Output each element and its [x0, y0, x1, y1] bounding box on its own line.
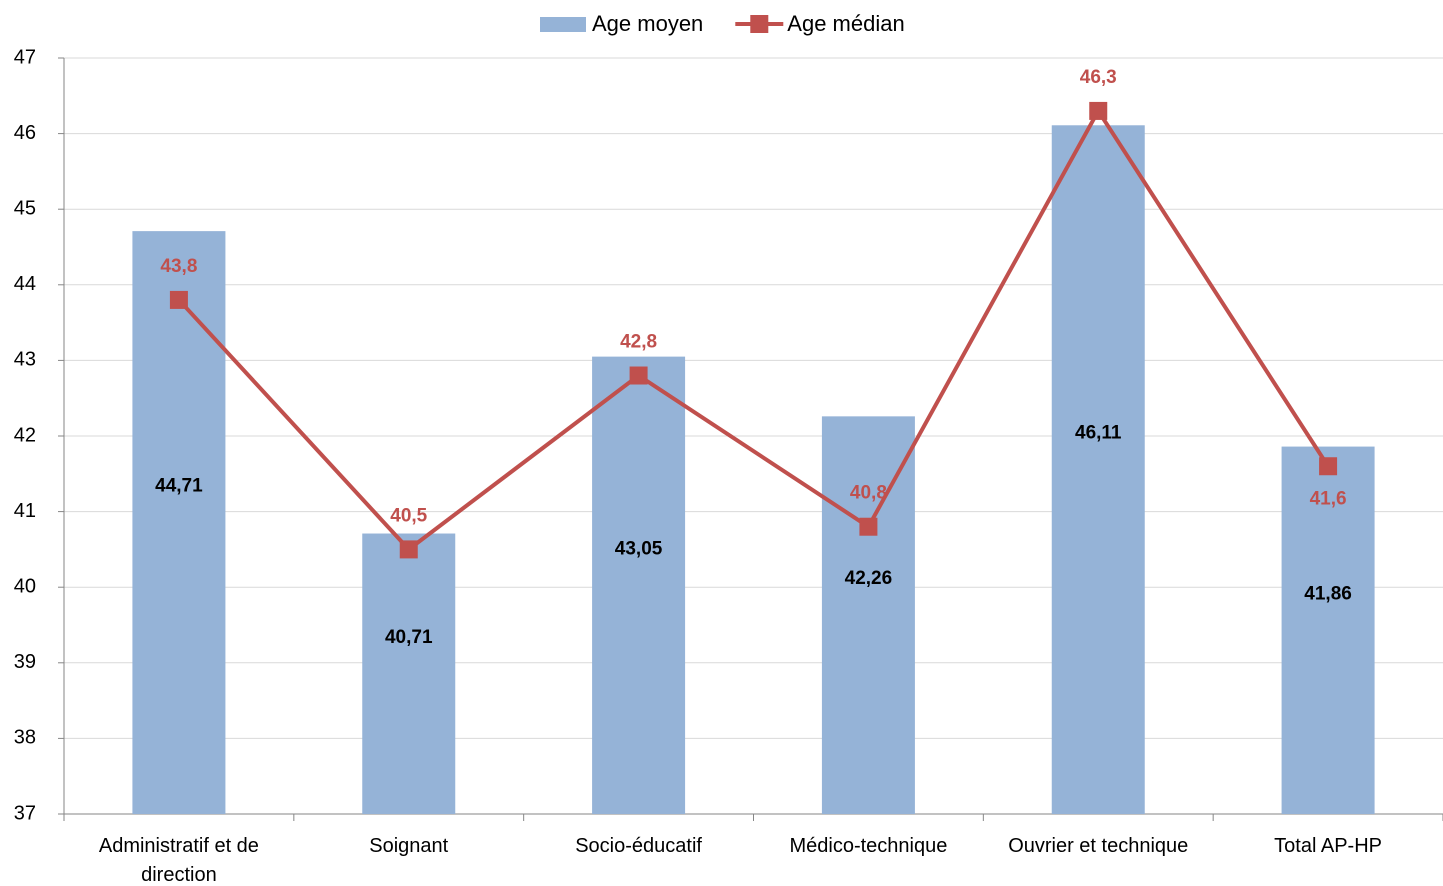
bar-value-label: 44,71 — [155, 476, 203, 497]
bar — [592, 356, 686, 814]
bar-value-label: 42,26 — [845, 568, 893, 589]
y-tick-label: 37 — [14, 802, 36, 824]
line-value-label: 46,3 — [1080, 67, 1117, 88]
bar-value-label: 46,11 — [1075, 423, 1122, 444]
bar — [821, 416, 915, 814]
marker — [1089, 101, 1108, 120]
line-value-label: 40,5 — [390, 505, 427, 526]
marker — [629, 366, 648, 385]
y-tick-label: 43 — [14, 349, 36, 371]
bar — [1051, 125, 1145, 814]
line-value-label: 42,8 — [620, 332, 657, 353]
y-tick-label: 39 — [14, 651, 36, 673]
y-tick-label: 38 — [14, 727, 36, 749]
x-tick-label: Socio-éducatif — [575, 835, 702, 857]
legend-swatch — [750, 15, 769, 33]
line — [177, 107, 1330, 553]
y-tick-label: 46 — [14, 122, 36, 144]
y-tick-label: 42 — [14, 424, 36, 446]
x-tick-label: Total AP-HP — [1274, 835, 1382, 857]
bar — [132, 231, 226, 814]
marker — [859, 517, 878, 536]
bar — [1281, 446, 1375, 814]
bar-value-label: 40,71 — [385, 627, 433, 648]
marker — [399, 540, 418, 559]
line-value-label: 43,8 — [160, 256, 197, 277]
legend-label: Age moyen — [592, 11, 703, 36]
x-tick-label: Médico-technique — [789, 835, 948, 857]
y-tick-label: 45 — [14, 197, 36, 219]
x-tick-label: Administratif et de direction — [98, 835, 259, 886]
bar-value-label: 43,05 — [615, 538, 663, 559]
y-tick-label: 47 — [14, 46, 36, 68]
marker — [169, 290, 188, 309]
line-value-label: 41,6 — [1310, 488, 1347, 509]
y-tick-label: 44 — [14, 273, 36, 295]
marker — [1319, 457, 1338, 476]
legend-label: Age médian — [787, 11, 904, 36]
bar — [362, 533, 456, 814]
x-tick-label: Ouvrier et technique — [1008, 835, 1189, 857]
bar-value-label: 41,86 — [1304, 583, 1352, 604]
y-tick-label: 40 — [14, 575, 36, 597]
x-tick-label: Soignant — [369, 835, 449, 857]
legend-swatch — [540, 17, 586, 32]
y-tick-label: 41 — [14, 500, 36, 522]
line-value-label: 40,8 — [850, 483, 887, 504]
